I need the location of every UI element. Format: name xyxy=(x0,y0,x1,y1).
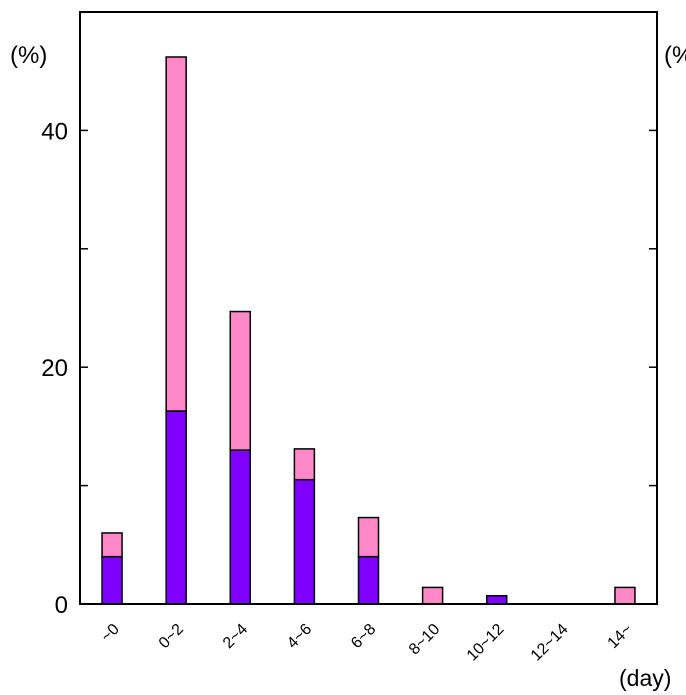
plot-frame xyxy=(79,11,658,605)
y-tick-label: 40 xyxy=(41,118,68,145)
x-category-label: ~0 xyxy=(98,621,123,646)
bar-segment-series-2-6~8 xyxy=(357,516,380,558)
bar-segment-series-2-~0 xyxy=(101,532,123,558)
bar-segment-series-2-0~2 xyxy=(165,56,187,412)
bar-segment-series-1-2~4 xyxy=(229,449,252,605)
bar-segment-series-1-10~12 xyxy=(485,594,508,605)
x-axis-unit-label: (day) xyxy=(619,665,671,691)
x-category-label: 2~4 xyxy=(220,621,251,652)
bar-segment-series-1-6~8 xyxy=(357,555,380,605)
x-axis-category-labels: ~0 0~2 2~4 4~6 6~8 8~10 10~12 12~14 14~ xyxy=(98,621,636,665)
bar-segment-series-1-~0 xyxy=(101,555,123,605)
x-category-label: 14~ xyxy=(605,621,636,652)
x-category-label: 6~8 xyxy=(348,621,379,652)
y-tick-label: 20 xyxy=(41,355,68,382)
x-category-label: 0~2 xyxy=(156,621,187,652)
x-category-label: 12~14 xyxy=(528,621,572,665)
bar-segment-series-2-4~6 xyxy=(293,448,316,481)
right-axis-unit-label: (% xyxy=(664,42,686,69)
y-axis-unit-label: (%) xyxy=(10,42,47,69)
y-axis-ticks: 0 20 40 xyxy=(41,11,657,619)
bars-layer xyxy=(101,56,636,605)
bar-segment-series-2-8~10 xyxy=(421,586,444,605)
bar-segment-series-1-0~2 xyxy=(165,410,187,605)
x-category-label: 10~12 xyxy=(464,621,508,665)
bar-segment-series-2-14~ xyxy=(614,586,636,605)
x-category-label: 8~10 xyxy=(406,621,444,659)
y-tick-label: 0 xyxy=(55,592,68,619)
bar-segment-series-1-4~6 xyxy=(293,478,316,605)
bar-segment-series-2-2~4 xyxy=(229,310,252,451)
x-category-label: 4~6 xyxy=(284,621,315,652)
